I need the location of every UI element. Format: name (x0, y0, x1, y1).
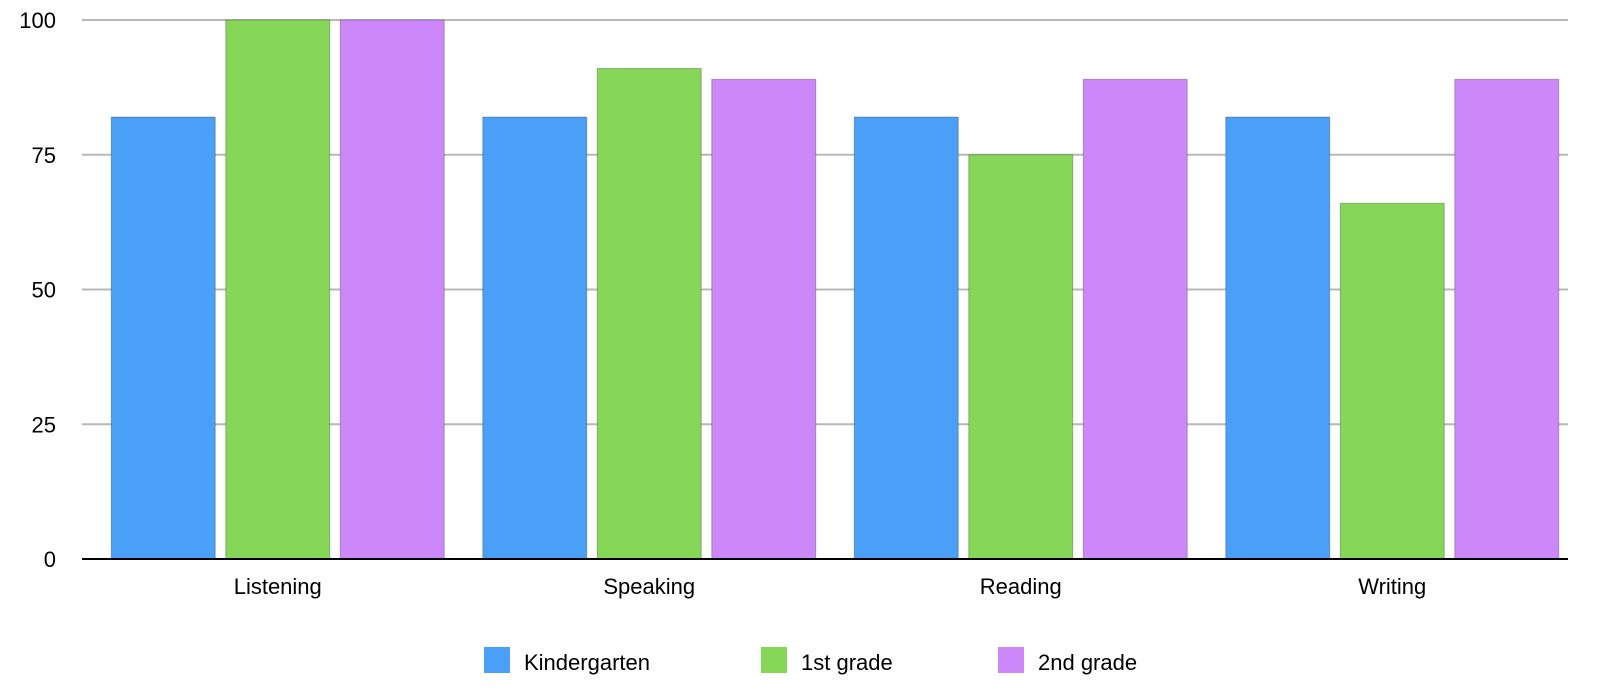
y-tick-label: 50 (32, 278, 56, 303)
y-tick-label: 25 (32, 412, 56, 437)
legend-swatch (761, 647, 787, 673)
bar-2nd-grade-writing (1454, 78, 1560, 560)
x-axis-ticks: Listening Speaking Reading Writing (234, 574, 1427, 599)
legend: Kindergarten 1st grade 2nd grade (484, 647, 1137, 675)
bar-1st-grade-listening (225, 19, 331, 560)
bar-2nd-grade-listening (339, 19, 445, 560)
legend-swatch (484, 647, 510, 673)
bar-kindergarten-speaking (482, 116, 588, 560)
legend-item-2nd-grade: 2nd grade (998, 647, 1137, 675)
x-tick-label-writing: Writing (1358, 574, 1426, 599)
bar-1st-grade-writing (1339, 202, 1445, 560)
bar-1st-grade-reading (968, 154, 1074, 560)
legend-item-kindergarten: Kindergarten (484, 647, 650, 675)
y-tick-label: 0 (44, 547, 56, 572)
y-tick-label: 100 (19, 8, 56, 33)
legend-item-1st-grade: 1st grade (761, 647, 893, 675)
bar-kindergarten-listening (110, 116, 216, 560)
legend-label: Kindergarten (524, 650, 650, 675)
legend-label: 2nd grade (1038, 650, 1137, 675)
x-tick-label-speaking: Speaking (603, 574, 695, 599)
bar-2nd-grade-speaking (711, 78, 817, 560)
y-tick-label: 75 (32, 143, 56, 168)
bar-kindergarten-reading (853, 116, 959, 560)
x-tick-label-reading: Reading (980, 574, 1062, 599)
legend-label: 1st grade (801, 650, 893, 675)
bar-1st-grade-speaking (596, 68, 702, 560)
x-tick-label-listening: Listening (234, 574, 322, 599)
y-axis-ticks: 0 25 50 75 100 (19, 8, 56, 572)
bar-kindergarten-writing (1225, 116, 1331, 560)
legend-swatch (998, 647, 1024, 673)
bars (110, 19, 1560, 560)
bar-2nd-grade-reading (1082, 78, 1188, 560)
